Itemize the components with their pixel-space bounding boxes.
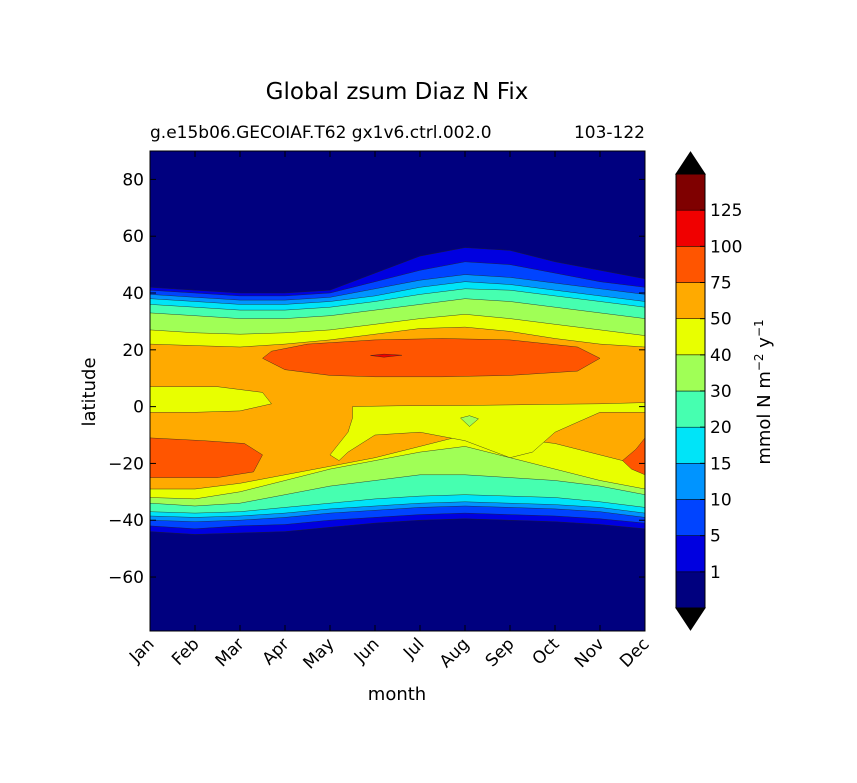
- y-tick-label: −40: [108, 511, 144, 531]
- contour-fills: [149, 151, 646, 631]
- x-tick-label: Feb: [168, 634, 203, 669]
- colorbar-segment: [675, 535, 706, 573]
- colorbar-tick-label: 15: [710, 454, 732, 474]
- contour-band-100-spot: [370, 353, 403, 358]
- contour-band-75-north: [262, 338, 601, 377]
- y-tick-label: 80: [122, 170, 144, 190]
- y-tick-label: 60: [122, 227, 144, 247]
- x-tick-label: Sep: [482, 634, 519, 671]
- contour-band-40-equator-south: [329, 402, 646, 461]
- colorbar-segment: [675, 390, 706, 428]
- y-axis-label: latitude: [79, 357, 100, 426]
- chart-subtitle-left: g.e15b06.GECOIAF.T62 gx1v6.ctrl.002.0: [150, 123, 492, 143]
- colorbar-tick-label: 50: [710, 310, 732, 330]
- contour-band-75-south-jan: [149, 437, 263, 478]
- colorbar-tick-label: 20: [710, 418, 732, 438]
- colorbar-tick-label: 10: [710, 491, 732, 511]
- colorbar-extend-bottom: [675, 607, 706, 631]
- colorbar-tick-label: 75: [710, 274, 732, 294]
- colorbar-tick-label: 40: [710, 346, 732, 366]
- colorbar-tick-label: 30: [710, 382, 732, 402]
- colorbar-segment: [675, 282, 706, 319]
- colorbar-segment: [675, 246, 706, 283]
- x-tick-label: Aug: [436, 634, 474, 672]
- x-tick-label: Jul: [399, 634, 428, 663]
- colorbar-segment: [675, 499, 706, 536]
- colorbar-tick-label: 1: [710, 563, 721, 583]
- chart-title: Global zsum Diaz N Fix: [266, 79, 529, 105]
- colorbar-segment: [675, 173, 706, 211]
- x-tick-label: Jun: [350, 634, 384, 668]
- colorbar-segment: [675, 426, 706, 464]
- colorbar-extend-top: [675, 151, 706, 175]
- y-tick-label: −20: [108, 454, 144, 474]
- x-tick-label: Nov: [571, 634, 609, 672]
- x-tick-label: Apr: [259, 634, 294, 669]
- x-tick-label: May: [300, 634, 339, 673]
- y-tick-label: 0: [133, 398, 144, 418]
- colorbar-segment: [675, 463, 706, 500]
- x-tick-label: Mar: [212, 634, 249, 671]
- colorbar-tick-label: 100: [710, 237, 742, 257]
- y-tick-label: 40: [122, 284, 144, 304]
- y-tick-label: 20: [122, 341, 144, 361]
- chart-subtitle-right: 103-122: [574, 123, 645, 143]
- x-axis-label: month: [368, 684, 426, 705]
- x-tick-label: Dec: [616, 634, 653, 671]
- colorbar-label: mmol N m−2 y−1: [752, 319, 775, 464]
- colorbar-tick-label: 5: [710, 527, 721, 547]
- colorbar-tick-label: 125: [710, 201, 742, 221]
- colorbar-segment: [675, 571, 706, 609]
- colorbar-segment: [675, 209, 706, 247]
- contour-band-30-spot: [460, 415, 479, 427]
- plot-frame: [149, 150, 646, 632]
- y-tick-label: −60: [108, 568, 144, 588]
- colorbar-segment: [675, 354, 706, 392]
- contour-band-40-equator-north: [149, 386, 272, 413]
- colorbar-segment: [675, 318, 706, 356]
- x-tick-label: Jan: [125, 634, 158, 667]
- x-tick-label: Oct: [529, 634, 564, 669]
- y-axis: 80 60 40 20 0 −20 −40 −60: [108, 170, 645, 588]
